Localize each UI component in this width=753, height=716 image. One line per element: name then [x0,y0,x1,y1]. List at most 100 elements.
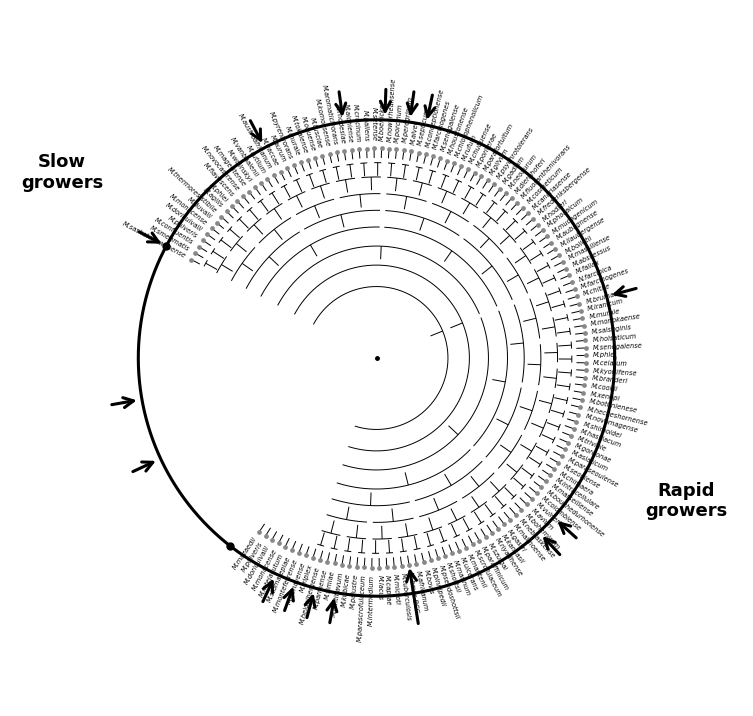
Text: M.chimaera: M.chimaera [559,470,595,496]
Text: M.confluentis: M.confluentis [154,217,194,246]
Text: M.parascrofulaceum: M.parascrofulaceum [357,574,367,642]
Text: M.seoulense: M.seoulense [562,464,602,490]
Text: M.frederiksbergense: M.frederiksbergense [537,166,592,216]
Text: M.farcinogenes: M.farcinogenes [432,100,452,150]
Text: M.microti: M.microti [392,574,401,605]
Text: Slow
growers: Slow growers [21,153,103,192]
Text: M.rhodesiae: M.rhodesiae [334,103,346,144]
Text: M.gastri: M.gastri [506,528,527,553]
Text: M.senegalense: M.senegalense [440,103,461,153]
Text: M.houstonense: M.houstonense [447,105,470,155]
Text: M.brumae: M.brumae [585,290,619,305]
Text: M.xenopi: M.xenopi [590,391,620,402]
Circle shape [360,342,393,374]
Text: M.simiae: M.simiae [325,570,336,600]
Text: M.vulneris: M.vulneris [535,501,565,529]
Text: M.fluoranthenivorans: M.fluoranthenivorans [520,143,572,200]
Text: M.abscessus: M.abscessus [572,245,612,268]
Text: M.intermedium: M.intermedium [367,575,375,626]
Text: M.triplex: M.triplex [299,563,314,594]
Text: M.marinum: M.marinum [452,559,471,596]
Text: M.monacense: M.monacense [168,193,208,226]
Text: M.mazaedii: M.mazaedii [232,536,258,571]
Text: M.saskatchewanense: M.saskatchewanense [121,221,187,259]
Text: M.heidelbergense: M.heidelbergense [299,566,321,625]
Text: M.psychrotolerans: M.psychrotolerans [495,126,535,180]
Text: M.gadium: M.gadium [502,155,526,185]
Text: M.paraseoulense: M.paraseoulense [567,457,620,488]
Text: M.smegmatis: M.smegmatis [148,224,191,252]
Text: M.bolletii: M.bolletii [564,234,593,254]
Text: M.marseillense: M.marseillense [550,483,594,518]
Text: M.avium: M.avium [529,507,554,531]
Text: M.austroafricanum: M.austroafricanum [237,113,273,170]
Text: M.wolinskyi: M.wolinskyi [226,148,253,183]
Text: M.obuense: M.obuense [300,115,316,152]
Text: M.szulgai: M.szulgai [487,541,508,571]
Text: M.kansasii: M.kansasii [500,533,525,564]
Text: M.chubuense: M.chubuense [468,122,493,165]
Text: M.farcinogenes: M.farcinogenes [581,268,630,290]
Text: M.parafortuitum: M.parafortuitum [482,122,514,172]
Text: M.moriokaense: M.moriokaense [590,314,642,327]
Text: M.phlei: M.phlei [208,181,229,203]
Text: M.colombiense: M.colombiense [540,495,582,533]
Text: M.caprae: M.caprae [384,574,392,605]
Text: M.aubagnense: M.aubagnense [556,209,600,241]
Text: M.chitae: M.chitae [583,284,611,297]
Text: M.canariasense: M.canariasense [532,170,573,211]
Text: M.bohemicum: M.bohemicum [524,513,561,551]
Text: M.pseudoshottsii: M.pseudoshottsii [437,564,460,620]
Text: M.komossense: M.komossense [314,98,331,147]
Text: M.aurum: M.aurum [269,134,287,163]
Text: M.triviale: M.triviale [577,435,608,453]
Text: M.bovis BCG: M.bovis BCG [407,571,419,614]
Text: M.vanbaalenii: M.vanbaalenii [230,137,260,178]
Text: M.doriculvalli: M.doriculvalli [244,544,271,586]
Text: M.chlorophenolicum: M.chlorophenolicum [454,93,485,158]
Text: M.aromaticivorans: M.aromaticivorans [321,84,339,145]
Text: M.alvei: M.alvei [410,120,419,145]
Text: M.mucogenicum: M.mucogenicum [551,198,599,235]
Text: M.phlei: M.phlei [593,352,617,358]
Text: M.setense: M.setense [370,107,377,141]
Text: M.hodleri: M.hodleri [541,198,569,222]
Text: M.malmoense: M.malmoense [512,523,547,563]
Text: M.lacus: M.lacus [376,575,383,600]
Text: M.agilis: M.agilis [201,187,224,208]
Text: M.palustre: M.palustre [350,574,359,609]
Text: M.kubicae: M.kubicae [341,573,352,607]
Text: M.lentiflavum: M.lentiflavum [331,571,344,617]
Text: M.flavescens: M.flavescens [202,162,235,198]
Text: M.cookii: M.cookii [591,383,619,392]
Text: M.murale: M.murale [285,125,301,157]
Text: M.kyoriifense: M.kyoriifense [593,368,638,377]
Text: M.senegalense: M.senegalense [593,342,643,351]
Text: M.pulveris: M.pulveris [241,541,264,573]
Text: M.novomagense: M.novomagense [584,414,639,434]
Text: M.doriculvalli: M.doriculvalli [164,202,203,233]
Text: M.novocastrense: M.novocastrense [200,145,241,193]
Text: M.holsaticum: M.holsaticum [593,333,637,343]
Text: M.diernhoferi: M.diernhoferi [514,157,547,195]
Text: M.riyadhense: M.riyadhense [493,537,523,578]
Text: M.poriferae: M.poriferae [475,132,498,168]
Text: M.bothnienese: M.bothnienese [588,399,638,415]
Text: M.shimoidei: M.shimoidei [582,421,622,439]
Text: M.gilvum: M.gilvum [489,147,511,176]
Text: M.murale: M.murale [589,308,620,320]
Text: M.scrofulaceum: M.scrofulaceum [474,549,503,599]
Text: M.intejacutum: M.intejacutum [258,552,285,598]
Text: M.conceptionense: M.conceptionense [425,88,445,148]
Text: M.pinnipedii: M.pinnipedii [430,566,447,607]
Text: M.massiliense: M.massiliense [568,234,612,261]
Text: M.monteferrense: M.monteferrense [272,558,299,614]
Text: M.genavense: M.genavense [285,561,306,605]
Text: M.salsuginis: M.salsuginis [591,324,633,335]
Text: M.paraffinicum: M.paraffinicum [480,546,510,592]
Text: M.africanum: M.africanum [415,570,428,612]
Text: M.boenickei: M.boenickei [379,102,386,141]
Text: M.monacense: M.monacense [251,548,278,592]
Text: M.aichiense: M.aichiense [343,103,354,143]
Text: M.tokalense: M.tokalense [290,114,309,154]
